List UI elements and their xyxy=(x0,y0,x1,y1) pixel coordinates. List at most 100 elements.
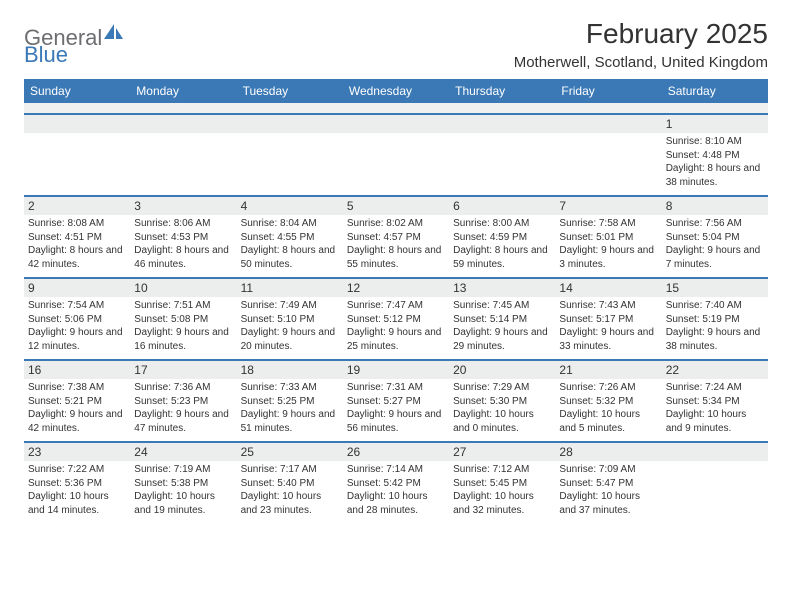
day-cell: Sunrise: 7:14 AMSunset: 5:42 PMDaylight:… xyxy=(343,461,449,523)
daylight-text: Daylight: 10 hours and 14 minutes. xyxy=(28,490,126,517)
day-number: 2 xyxy=(24,197,130,215)
page-title: February 2025 xyxy=(514,18,768,50)
day-cell: Sunrise: 8:08 AMSunset: 4:51 PMDaylight:… xyxy=(24,215,130,277)
day-number xyxy=(343,115,449,133)
daylight-text: Daylight: 10 hours and 19 minutes. xyxy=(134,490,232,517)
sunrise-text: Sunrise: 7:33 AM xyxy=(241,381,339,395)
week-body-row: Sunrise: 8:10 AMSunset: 4:48 PMDaylight:… xyxy=(24,133,768,195)
daylight-text: Daylight: 9 hours and 25 minutes. xyxy=(347,326,445,353)
sunrise-text: Sunrise: 7:40 AM xyxy=(666,299,764,313)
sunrise-text: Sunrise: 7:29 AM xyxy=(453,381,551,395)
day-number: 9 xyxy=(24,279,130,297)
sunrise-text: Sunrise: 7:38 AM xyxy=(28,381,126,395)
day-number: 1 xyxy=(662,115,768,133)
day-cell: Sunrise: 7:12 AMSunset: 5:45 PMDaylight:… xyxy=(449,461,555,523)
title-block: February 2025 Motherwell, Scotland, Unit… xyxy=(514,18,768,71)
sunrise-text: Sunrise: 7:12 AM xyxy=(453,463,551,477)
sunset-text: Sunset: 4:55 PM xyxy=(241,231,339,245)
day-number xyxy=(449,115,555,133)
sunset-text: Sunset: 5:36 PM xyxy=(28,477,126,491)
daylight-text: Daylight: 8 hours and 38 minutes. xyxy=(666,162,764,189)
sunrise-text: Sunrise: 7:43 AM xyxy=(559,299,657,313)
sunset-text: Sunset: 5:21 PM xyxy=(28,395,126,409)
daylight-text: Daylight: 10 hours and 5 minutes. xyxy=(559,408,657,435)
day-cell: Sunrise: 7:24 AMSunset: 5:34 PMDaylight:… xyxy=(662,379,768,441)
day-number: 28 xyxy=(555,443,661,461)
day-number: 20 xyxy=(449,361,555,379)
day-number: 24 xyxy=(130,443,236,461)
sunset-text: Sunset: 5:42 PM xyxy=(347,477,445,491)
day-cell: Sunrise: 7:56 AMSunset: 5:04 PMDaylight:… xyxy=(662,215,768,277)
day-cell: Sunrise: 7:22 AMSunset: 5:36 PMDaylight:… xyxy=(24,461,130,523)
sunset-text: Sunset: 4:57 PM xyxy=(347,231,445,245)
daylight-text: Daylight: 10 hours and 28 minutes. xyxy=(347,490,445,517)
sunset-text: Sunset: 4:51 PM xyxy=(28,231,126,245)
week-row: 232425262728 Sunrise: 7:22 AMSunset: 5:3… xyxy=(24,441,768,523)
sunset-text: Sunset: 4:53 PM xyxy=(134,231,232,245)
day-number: 11 xyxy=(237,279,343,297)
day-cell: Sunrise: 7:49 AMSunset: 5:10 PMDaylight:… xyxy=(237,297,343,359)
daylight-text: Daylight: 10 hours and 37 minutes. xyxy=(559,490,657,517)
daylight-text: Daylight: 8 hours and 55 minutes. xyxy=(347,244,445,271)
daylight-text: Daylight: 10 hours and 32 minutes. xyxy=(453,490,551,517)
daylight-text: Daylight: 8 hours and 50 minutes. xyxy=(241,244,339,271)
sunrise-text: Sunrise: 7:09 AM xyxy=(559,463,657,477)
daylight-text: Daylight: 9 hours and 3 minutes. xyxy=(559,244,657,271)
day-cell: Sunrise: 8:04 AMSunset: 4:55 PMDaylight:… xyxy=(237,215,343,277)
day-cell: Sunrise: 7:19 AMSunset: 5:38 PMDaylight:… xyxy=(130,461,236,523)
day-number: 12 xyxy=(343,279,449,297)
week-row: 9101112131415Sunrise: 7:54 AMSunset: 5:0… xyxy=(24,277,768,359)
day-header-cell: Sunday xyxy=(24,79,130,103)
day-cell xyxy=(343,133,449,195)
sunset-text: Sunset: 5:17 PM xyxy=(559,313,657,327)
daylight-text: Daylight: 10 hours and 23 minutes. xyxy=(241,490,339,517)
day-cell: Sunrise: 8:00 AMSunset: 4:59 PMDaylight:… xyxy=(449,215,555,277)
day-number: 4 xyxy=(237,197,343,215)
day-number: 22 xyxy=(662,361,768,379)
day-number: 7 xyxy=(555,197,661,215)
week-row: 2345678Sunrise: 8:08 AMSunset: 4:51 PMDa… xyxy=(24,195,768,277)
sunrise-text: Sunrise: 7:36 AM xyxy=(134,381,232,395)
sunset-text: Sunset: 5:47 PM xyxy=(559,477,657,491)
week-body-row: Sunrise: 7:38 AMSunset: 5:21 PM Daylight:… xyxy=(24,379,768,441)
day-number: 14 xyxy=(555,279,661,297)
day-cell xyxy=(130,133,236,195)
day-number: 21 xyxy=(555,361,661,379)
sunrise-text: Sunrise: 8:08 AM xyxy=(28,217,126,231)
sunset-text: Sunset: 5:14 PM xyxy=(453,313,551,327)
daylight-text: Daylight: 9 hours and 12 minutes. xyxy=(28,326,126,353)
sunrise-text: Sunrise: 7:56 AM xyxy=(666,217,764,231)
sunset-text: Sunset: 5:01 PM xyxy=(559,231,657,245)
sunset-text: Sunset: 5:27 PM xyxy=(347,395,445,409)
day-header-cell: Saturday xyxy=(662,79,768,103)
day-header-cell: Tuesday xyxy=(237,79,343,103)
sunrise-text: Sunrise: 8:04 AM xyxy=(241,217,339,231)
day-cell: Sunrise: 8:10 AMSunset: 4:48 PMDaylight:… xyxy=(662,133,768,195)
day-number: 25 xyxy=(237,443,343,461)
day-cell: Sunrise: 7:26 AMSunset: 5:32 PMDaylight:… xyxy=(555,379,661,441)
sunset-text: Sunset: 4:48 PM xyxy=(666,149,764,163)
day-cell: Sunrise: 7:47 AMSunset: 5:12 PMDaylight:… xyxy=(343,297,449,359)
day-header-cell: Wednesday xyxy=(343,79,449,103)
day-number: 23 xyxy=(24,443,130,461)
sunrise-text: Sunrise: 7:45 AM xyxy=(453,299,551,313)
daylight-text: Daylight: 10 hours and 9 minutes. xyxy=(666,408,764,435)
sunrise-text: Sunrise: 8:10 AM xyxy=(666,135,764,149)
day-header-row: SundayMondayTuesdayWednesdayThursdayFrid… xyxy=(24,79,768,103)
day-cell: Sunrise: 8:06 AMSunset: 4:53 PMDaylight:… xyxy=(130,215,236,277)
sunrise-text: Sunrise: 7:51 AM xyxy=(134,299,232,313)
day-cell: Sunrise: 7:51 AMSunset: 5:08 PMDaylight:… xyxy=(130,297,236,359)
daynum-row: 232425262728 xyxy=(24,443,768,461)
day-cell: Sunrise: 7:45 AMSunset: 5:14 PMDaylight:… xyxy=(449,297,555,359)
daylight-text: Daylight: 9 hours and 16 minutes. xyxy=(134,326,232,353)
day-number: 26 xyxy=(343,443,449,461)
daylight-text: Daylight: 9 hours and 7 minutes. xyxy=(666,244,764,271)
sunrise-text: Sunrise: 7:19 AM xyxy=(134,463,232,477)
daynum-row: 2345678 xyxy=(24,197,768,215)
daylight-text: Daylight: 9 hours and 56 minutes. xyxy=(347,408,445,435)
day-header-cell: Monday xyxy=(130,79,236,103)
day-cell xyxy=(237,133,343,195)
sunset-text: Sunset: 5:04 PM xyxy=(666,231,764,245)
day-cell: Sunrise: 8:02 AMSunset: 4:57 PMDaylight:… xyxy=(343,215,449,277)
week-row: 16171819202122Sunrise: 7:38 AMSunset: 5:… xyxy=(24,359,768,441)
